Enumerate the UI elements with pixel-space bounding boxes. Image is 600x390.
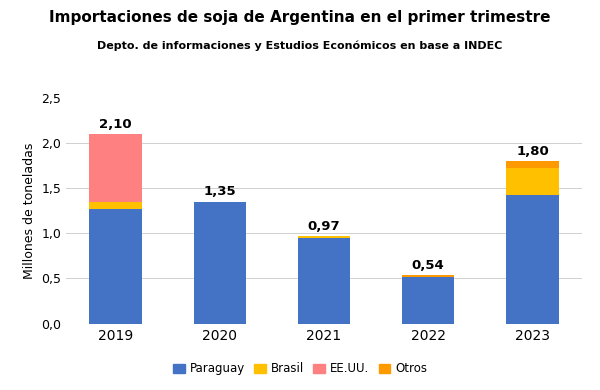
Y-axis label: Millones de toneladas: Millones de toneladas	[23, 142, 35, 279]
Bar	[298, 236, 350, 238]
Text: 1,35: 1,35	[203, 185, 236, 199]
Bar	[506, 195, 559, 324]
Text: 0,54: 0,54	[412, 259, 445, 272]
Bar	[506, 161, 559, 168]
Text: 1,80: 1,80	[516, 145, 549, 158]
Bar	[194, 202, 246, 324]
Bar	[506, 168, 559, 195]
Text: Importaciones de soja de Argentina en el primer trimestre: Importaciones de soja de Argentina en el…	[49, 10, 551, 25]
Bar	[298, 238, 350, 324]
Bar	[89, 209, 142, 324]
Bar	[402, 275, 454, 277]
Bar	[89, 202, 142, 209]
Bar	[89, 134, 142, 202]
Bar	[402, 277, 454, 324]
Text: 2,10: 2,10	[99, 117, 132, 131]
Legend: Paraguay, Brasil, EE.UU., Otros: Paraguay, Brasil, EE.UU., Otros	[168, 358, 432, 380]
Text: 0,97: 0,97	[308, 220, 340, 233]
Text: Depto. de informaciones y Estudios Económicos en base a INDEC: Depto. de informaciones y Estudios Econó…	[97, 41, 503, 51]
